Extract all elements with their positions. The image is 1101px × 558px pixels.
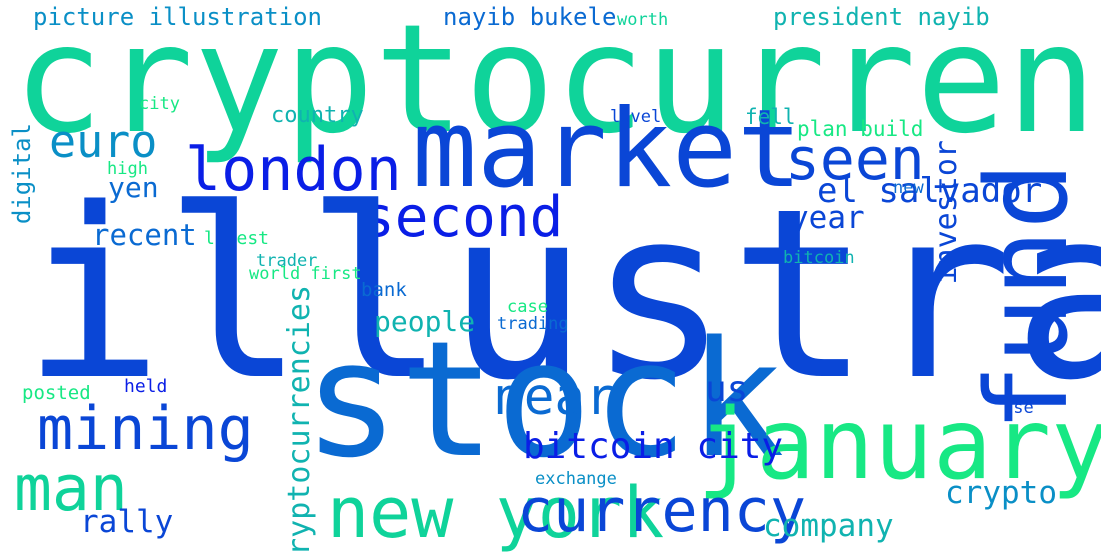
word-second: high xyxy=(107,159,148,179)
word-bank: trader xyxy=(256,251,318,271)
word-bitcoin: illustration taken xyxy=(22,159,1101,432)
word-fell: fell xyxy=(745,105,796,129)
word-el-salvador: second xyxy=(361,185,564,250)
word-picture-illustration: picture illustration xyxy=(33,3,322,31)
word-president-nayib: president nayib xyxy=(773,3,990,31)
word-london: london xyxy=(185,135,402,205)
word-year: yen xyxy=(108,171,159,204)
word-level: level xyxy=(610,107,662,127)
word-plan-build: plan build xyxy=(797,117,924,141)
word-fund: new york xyxy=(327,472,665,554)
word-seen: seen xyxy=(785,125,925,193)
word-rally: exchange xyxy=(535,469,617,489)
word-market: market xyxy=(412,87,803,212)
word-digital: rally xyxy=(80,504,174,540)
word-posted: case xyxy=(507,297,548,317)
word-near: trading xyxy=(497,314,569,334)
word-euro: euro xyxy=(49,115,158,168)
word-recent: year xyxy=(790,200,865,236)
word-country: country xyxy=(271,103,364,128)
word-crypto: january xyxy=(697,388,1101,502)
word-yen: new xyxy=(893,178,924,198)
word-cryptocurrencies: company xyxy=(763,508,894,544)
word-worth: worth xyxy=(617,10,669,30)
word-new-york: bitcoin city xyxy=(523,426,784,467)
word-new: el salvador xyxy=(817,171,1043,211)
word-investor: currency xyxy=(517,476,806,546)
word-nayib-bukele: nayib bukele xyxy=(443,3,617,31)
word-mining: held xyxy=(124,376,168,397)
word-latest: investor xyxy=(929,140,964,285)
word-case: world first xyxy=(249,264,362,284)
word-illustration-taken: digital xyxy=(8,123,36,225)
word-stock: cryptocurrencies xyxy=(282,285,317,558)
word-trader: recent xyxy=(92,218,197,252)
word-people: bitcoin xyxy=(783,248,855,268)
word-exchange: mining xyxy=(37,394,254,464)
word-currency: man xyxy=(14,452,128,525)
word-company: crypto xyxy=(945,475,1057,511)
word-high: fund xyxy=(963,162,1093,432)
word-cryptocurrency: cryptocurrency xyxy=(13,0,1101,167)
word-world-first: latest xyxy=(204,228,270,249)
word-trading: bank xyxy=(361,279,407,301)
word-city: city xyxy=(139,94,180,114)
word-man: use xyxy=(1003,398,1034,418)
word-use: posted xyxy=(22,382,91,404)
word-us: stock xyxy=(303,306,785,493)
word-january: near xyxy=(493,368,616,427)
word-held: people xyxy=(374,305,476,338)
word-bitcoin-city: us xyxy=(705,369,749,410)
